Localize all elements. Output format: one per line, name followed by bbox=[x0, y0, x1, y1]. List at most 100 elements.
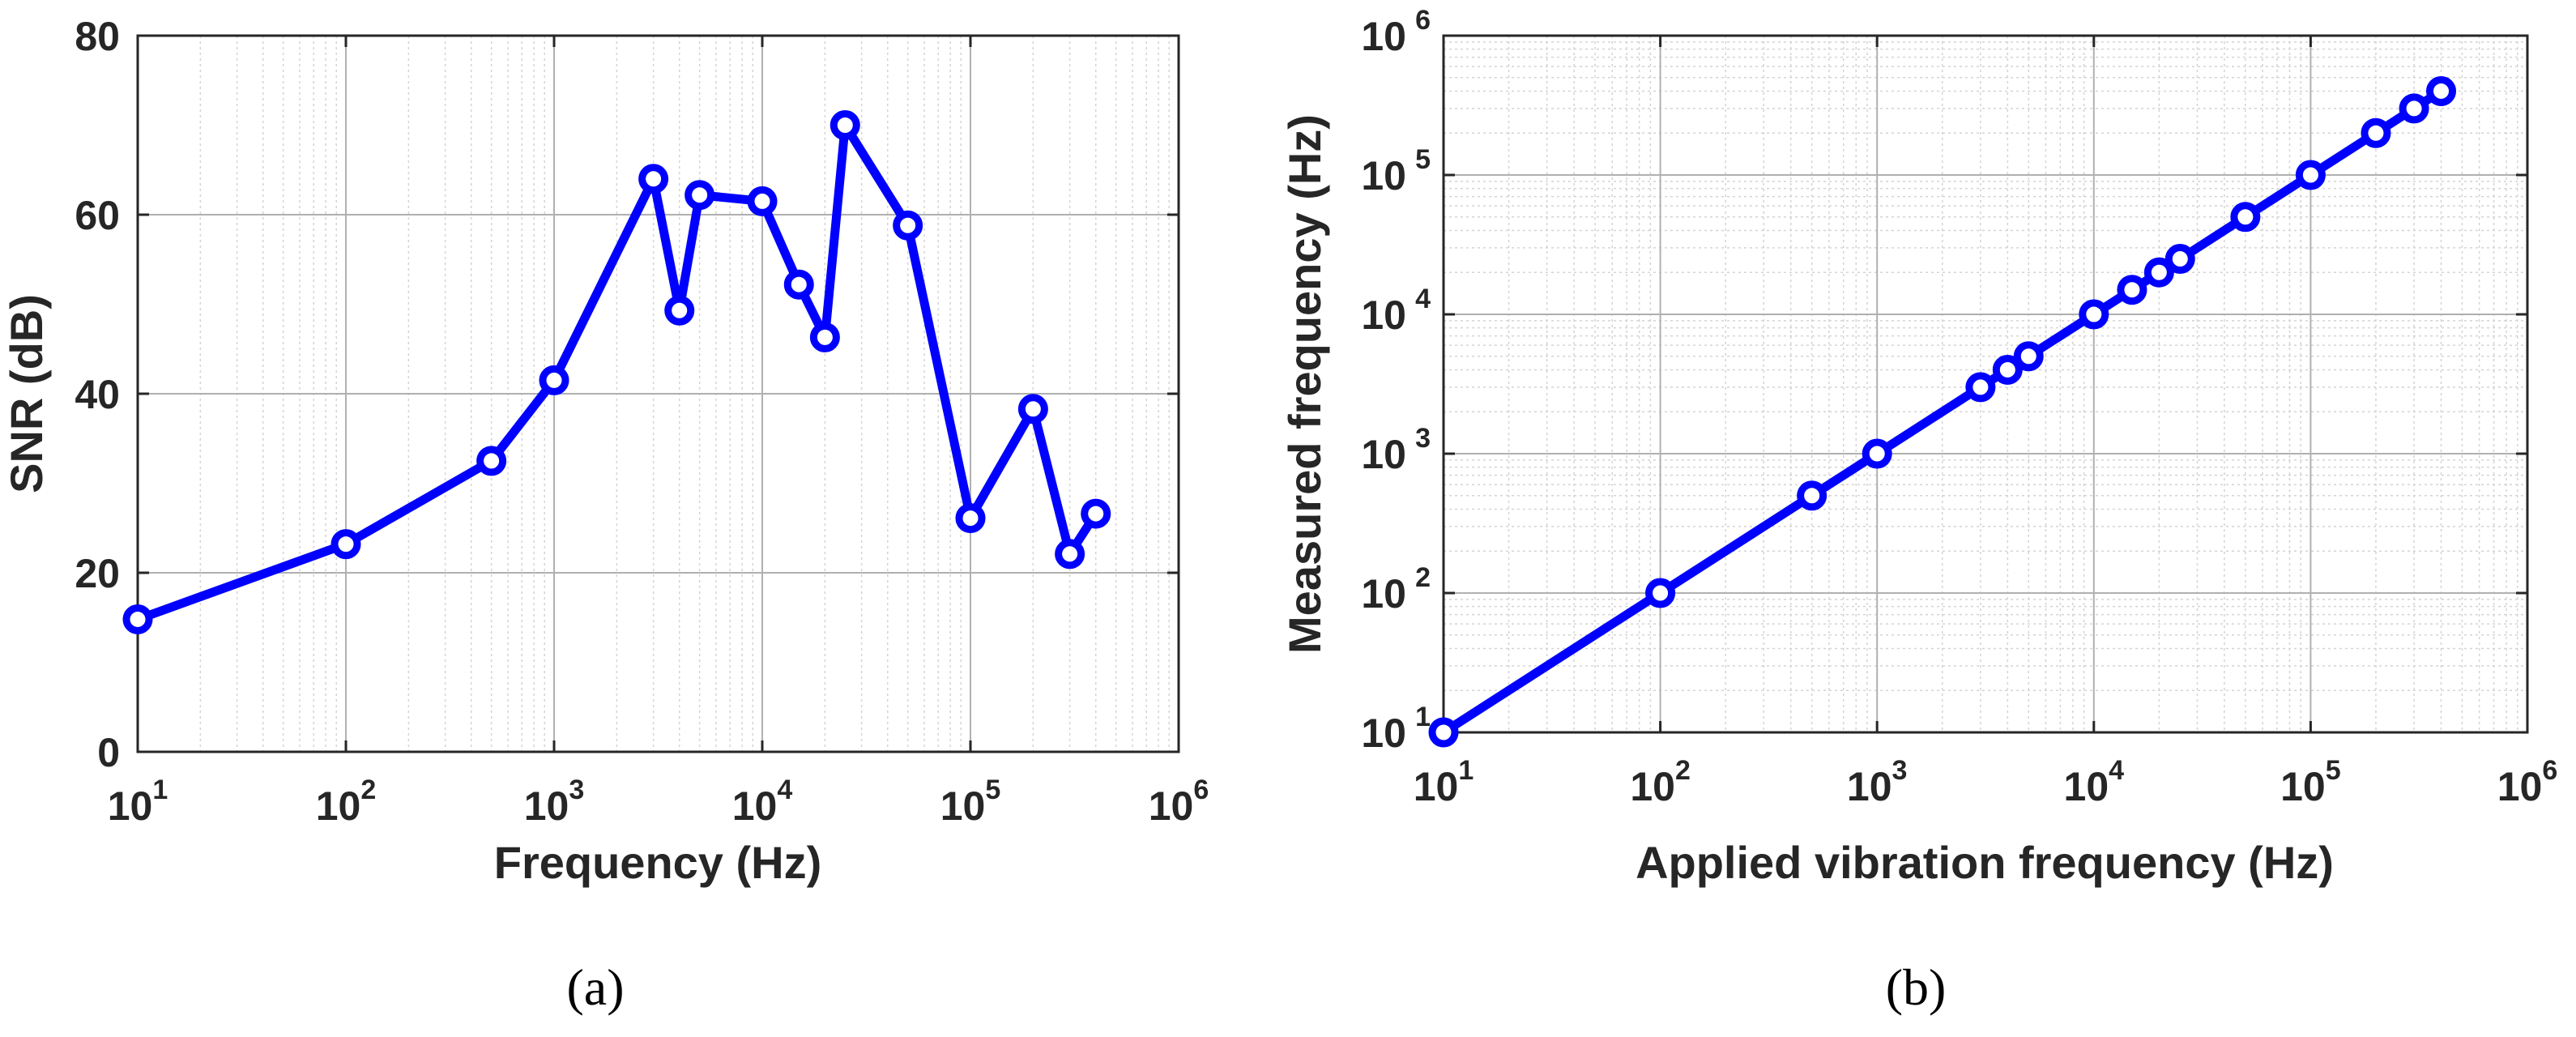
x-tick-label-base: 10 bbox=[1414, 764, 1459, 809]
x-tick-label: 101 bbox=[1414, 755, 1474, 809]
data-point-marker bbox=[331, 529, 361, 560]
y-tick-label-base: 10 bbox=[1361, 153, 1406, 198]
data-point-marker bbox=[747, 186, 778, 216]
x-tick-label-exponent: 6 bbox=[2542, 755, 2557, 786]
x-tick-label-exponent: 3 bbox=[1892, 755, 1908, 786]
x-tick-label-base: 10 bbox=[2497, 764, 2543, 809]
data-point-marker bbox=[2295, 160, 2326, 190]
y-tick-label: 10 6 bbox=[1361, 5, 1431, 59]
data-point-marker bbox=[476, 446, 507, 476]
x-tick-label: 103 bbox=[524, 775, 585, 829]
data-point-marker bbox=[2013, 341, 2044, 372]
series-line bbox=[133, 121, 1101, 624]
panel-label: (a) bbox=[566, 958, 624, 1016]
data-point-marker bbox=[2079, 299, 2109, 330]
data-point-marker bbox=[1992, 354, 2023, 385]
x-tick-label-exponent: 2 bbox=[1675, 755, 1691, 786]
y-tick-label: 80 bbox=[75, 14, 120, 59]
series-line bbox=[1439, 86, 2446, 737]
y-tick-label-exponent: 6 bbox=[1415, 5, 1431, 36]
data-point-marker bbox=[2361, 117, 2391, 148]
x-tick-label: 104 bbox=[2064, 755, 2125, 809]
y-tick-label-base: 10 bbox=[1361, 14, 1406, 59]
panel-label: (b) bbox=[1886, 958, 1947, 1016]
data-point-marker bbox=[1797, 480, 1828, 511]
data-point-marker bbox=[783, 269, 814, 300]
data-point-marker bbox=[122, 604, 153, 634]
data-point-marker bbox=[1965, 372, 1996, 403]
y-tick-label: 10 2 bbox=[1361, 562, 1431, 617]
data-point-marker bbox=[2164, 244, 2195, 275]
y-tick-label: 40 bbox=[75, 372, 120, 417]
x-tick-label: 103 bbox=[1847, 755, 1908, 809]
x-tick-label-exponent: 4 bbox=[777, 775, 792, 805]
x-axis-label: Applied vibration frequency (Hz) bbox=[1636, 837, 2334, 888]
y-tick-label: 10 3 bbox=[1361, 423, 1431, 477]
x-tick-label: 106 bbox=[2497, 755, 2558, 809]
x-tick-label-base: 10 bbox=[2064, 764, 2109, 809]
x-tick-label-base: 10 bbox=[316, 783, 361, 829]
y-tick-label-base: 10 bbox=[1361, 432, 1406, 477]
y-tick-label-base: 10 bbox=[1361, 292, 1406, 338]
y-tick-label-base: 10 bbox=[1361, 571, 1406, 617]
x-tick-label-base: 10 bbox=[732, 783, 778, 829]
data-point-marker bbox=[1862, 438, 1892, 469]
y-tick-label-exponent: 5 bbox=[1415, 144, 1431, 175]
x-tick-label: 105 bbox=[2280, 755, 2341, 809]
y-tick-label-exponent: 1 bbox=[1415, 702, 1431, 732]
x-tick-label: 102 bbox=[316, 775, 377, 829]
data-point-marker bbox=[809, 322, 840, 352]
data-point-marker bbox=[2230, 202, 2261, 233]
y-tick-label: 20 bbox=[75, 551, 120, 596]
x-tick-label-exponent: 3 bbox=[569, 775, 584, 805]
x-tick-label-base: 10 bbox=[1149, 783, 1194, 829]
y-tick-label: 10 5 bbox=[1361, 144, 1431, 198]
axes-box bbox=[1442, 34, 2529, 734]
x-tick-label-exponent: 1 bbox=[1458, 755, 1474, 786]
y-tick-label: 0 bbox=[97, 730, 120, 775]
x-tick-label-base: 10 bbox=[1630, 764, 1675, 809]
x-axis-label: Frequency (Hz) bbox=[494, 837, 822, 888]
x-tick-label: 106 bbox=[1149, 775, 1209, 829]
y-tick-label: 10 1 bbox=[1361, 702, 1431, 756]
y-tick-label-base: 10 bbox=[1361, 711, 1406, 756]
data-point-marker bbox=[955, 503, 986, 534]
data-point-marker bbox=[830, 110, 860, 140]
y-axis-label: Measured frequency (Hz) bbox=[1279, 114, 1330, 654]
data-point-marker bbox=[664, 295, 695, 326]
x-tick-label-base: 10 bbox=[524, 783, 569, 829]
y-tick-label: 60 bbox=[75, 193, 120, 238]
data-point-marker bbox=[2426, 75, 2457, 106]
data-point-marker bbox=[539, 365, 569, 395]
y-tick-label-exponent: 3 bbox=[1415, 423, 1431, 454]
data-point-marker bbox=[1428, 717, 1459, 748]
x-tick-label: 101 bbox=[108, 775, 168, 829]
data-point-marker bbox=[1017, 394, 1048, 425]
x-tick-label: 104 bbox=[732, 775, 793, 829]
data-point-marker bbox=[893, 210, 923, 241]
data-point-marker bbox=[2399, 93, 2429, 124]
x-tick-label-exponent: 2 bbox=[360, 775, 376, 805]
x-tick-label-exponent: 4 bbox=[2109, 755, 2124, 786]
x-tick-label-base: 10 bbox=[108, 783, 153, 829]
x-tick-label-base: 10 bbox=[940, 783, 986, 829]
y-axis-label: SNR (dB) bbox=[1, 294, 52, 493]
x-tick-label-exponent: 1 bbox=[152, 775, 168, 805]
x-tick-label: 102 bbox=[1630, 755, 1691, 809]
x-tick-label-base: 10 bbox=[1847, 764, 1892, 809]
data-point-marker bbox=[1055, 539, 1085, 570]
x-tick-label-exponent: 5 bbox=[2326, 755, 2341, 786]
y-tick-label: 10 4 bbox=[1361, 284, 1431, 338]
data-point-marker bbox=[2143, 257, 2174, 288]
data-point-marker bbox=[638, 164, 669, 194]
data-point-marker bbox=[1081, 498, 1111, 529]
y-tick-label-exponent: 4 bbox=[1415, 284, 1431, 314]
data-point-marker bbox=[685, 180, 715, 211]
x-tick-label-base: 10 bbox=[2280, 764, 2326, 809]
data-point-marker bbox=[2117, 275, 2147, 305]
data-point-marker bbox=[1645, 578, 1676, 608]
